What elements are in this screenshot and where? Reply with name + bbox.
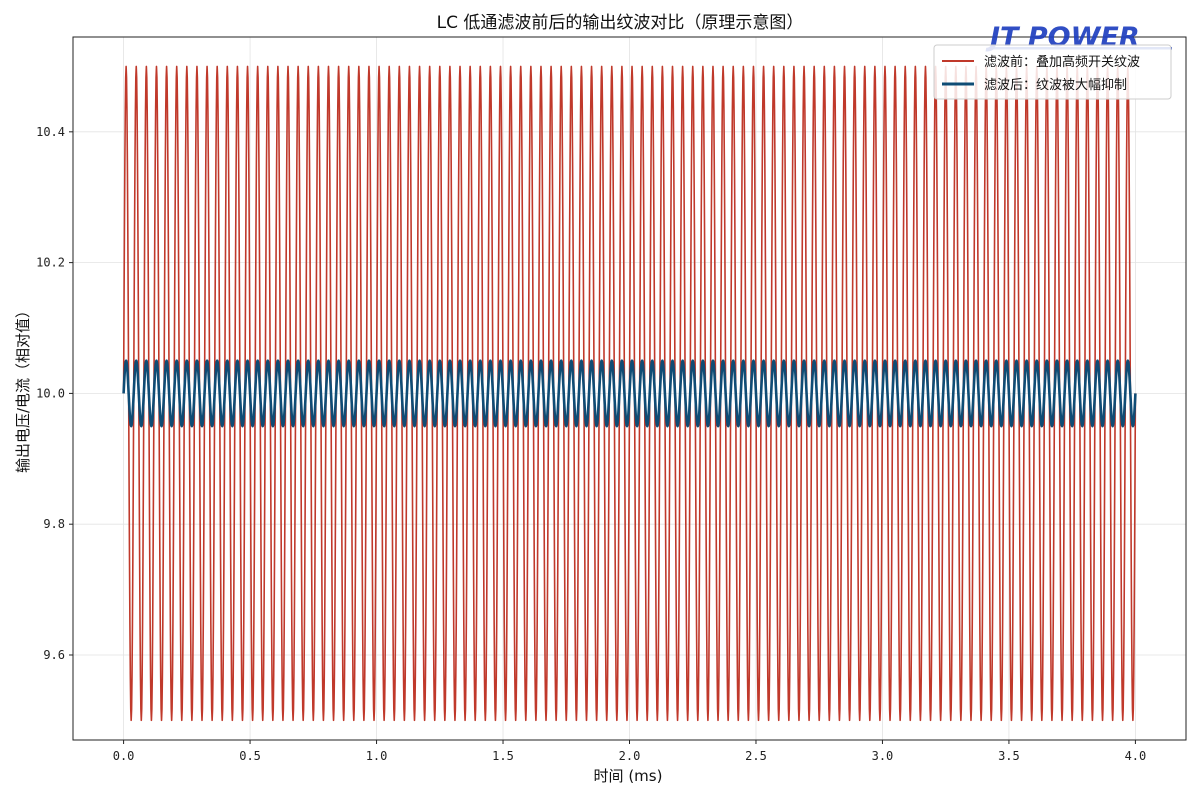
x-tick-label: 4.0 [1125,749,1147,763]
legend-entry-after: 滤波后：纹波被大幅抑制 [984,78,1127,93]
y-tick-label: 9.8 [43,517,65,531]
x-tick-label: 1.0 [366,749,388,763]
x-tick-label: 3.5 [998,749,1020,763]
y-tick-label: 10.2 [36,256,65,270]
x-tick-label: 0.5 [239,749,261,763]
x-tick-label: 2.5 [745,749,767,763]
y-axis-label: 输出电压/电流（相对值） [14,303,32,473]
y-axis-ticks: 9.6 9.8 10.0 10.2 10.4 [36,125,73,662]
x-tick-label: 1.5 [492,749,514,763]
y-tick-label: 10.0 [36,386,65,400]
series-layer [122,65,1137,722]
y-tick-label: 10.4 [36,125,65,139]
x-tick-label: 0.0 [113,749,135,763]
x-tick-label: 3.0 [872,749,894,763]
x-axis-ticks: 0.0 0.5 1.0 1.5 2.0 2.5 3.0 3.5 4.0 [113,740,1147,763]
x-axis-label: 时间 (ms) [594,767,663,785]
legend-entry-before: 滤波前：叠加高频开关纹波 [984,54,1140,70]
legend-box [933,44,1172,100]
y-tick-label: 9.6 [43,648,65,662]
chart-title: LC 低通滤波前后的输出纹波对比（原理示意图） [437,13,804,33]
x-tick-label: 2.0 [619,749,641,763]
series-line-after [122,359,1137,428]
legend: 滤波前：叠加高频开关纹波 滤波后：纹波被大幅抑制 [933,44,1172,100]
